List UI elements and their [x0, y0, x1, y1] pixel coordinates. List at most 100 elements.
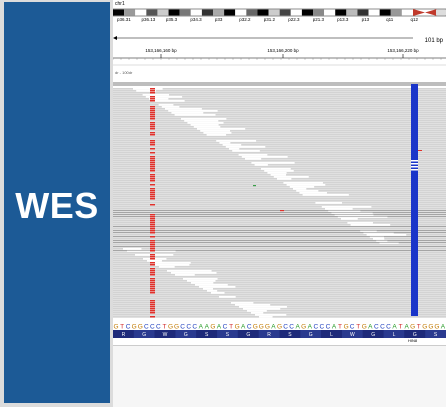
aligned-read: [113, 96, 446, 98]
read-gap: [254, 164, 268, 166]
mismatch-base: [150, 254, 155, 256]
ideogram-band: [157, 9, 169, 16]
reference-base: C: [192, 324, 197, 331]
mismatch-base: [150, 280, 155, 282]
read-gap: [337, 216, 388, 218]
aligned-read: [113, 180, 446, 182]
read-border: [113, 216, 446, 217]
mismatch-base: [150, 236, 155, 238]
reference-base: A: [271, 324, 276, 331]
mismatch-base: [150, 308, 155, 310]
annotation-track-area[interactable]: [113, 345, 446, 407]
mismatch-base: [150, 156, 155, 158]
reference-base: C: [223, 324, 228, 331]
span-arrow: [113, 36, 117, 40]
read-gap: [190, 124, 219, 126]
ideogram-band: [401, 9, 413, 16]
mismatch-base: [150, 184, 155, 186]
variant-gap: [411, 166, 418, 168]
reference-base: A: [241, 324, 246, 331]
reference-base: T: [338, 324, 342, 331]
aligned-read: [113, 106, 446, 108]
amino-acid: G: [371, 332, 375, 338]
read-gap: [123, 248, 142, 250]
reference-base: G: [362, 324, 367, 331]
read-gap: [270, 174, 287, 176]
amino-acid-cell: [425, 330, 446, 338]
read-gap: [184, 120, 219, 122]
amino-acid: G: [142, 332, 146, 338]
mismatch-base: [150, 216, 155, 218]
mismatch-base: [150, 242, 155, 244]
ideogram-band: [290, 9, 302, 16]
read-gap: [243, 308, 281, 310]
aligned-read: [113, 152, 446, 154]
aligned-read: [113, 250, 446, 252]
mismatch-base: [150, 166, 155, 168]
chromosome-label: chr1: [115, 1, 125, 7]
reference-base: T: [399, 324, 403, 331]
read-gap: [286, 184, 326, 186]
amino-acid: G: [184, 332, 188, 338]
ideogram-band: [346, 9, 358, 16]
mismatch-base: [150, 160, 155, 162]
read-gap: [168, 110, 218, 112]
read-gap: [133, 88, 163, 90]
ideogram-band: [168, 9, 180, 16]
aligned-read: [113, 132, 446, 134]
aligned-read: [113, 186, 446, 188]
mismatch-base: [150, 232, 155, 234]
amino-acid: L: [393, 332, 396, 338]
mismatch-base: [150, 114, 155, 116]
mismatch-base: [150, 284, 155, 286]
aligned-read: [113, 122, 446, 124]
read-gap: [360, 230, 377, 232]
amino-acid: G: [413, 332, 417, 338]
aligned-read: [113, 310, 446, 312]
amino-acid: S: [226, 332, 230, 338]
mismatch-base: [150, 226, 155, 228]
read-gap: [174, 114, 216, 116]
amino-acid: S: [288, 332, 292, 338]
read-border: [113, 240, 446, 241]
mismatch-base: [150, 268, 155, 270]
read-gap: [219, 296, 236, 298]
aligned-read: [113, 240, 446, 242]
read-gap: [167, 270, 212, 272]
amino-acid-cell: [321, 330, 342, 338]
read-gap: [158, 104, 174, 106]
amino-acid-cell: [341, 330, 363, 338]
read-gap: [155, 264, 190, 266]
reference-base: G: [253, 324, 258, 331]
reference-base: T: [120, 324, 124, 331]
aligned-read: [113, 102, 446, 104]
aligned-read: [113, 148, 446, 150]
amino-acid-cell: [258, 330, 280, 338]
chromosome-ideogram[interactable]: [113, 8, 446, 17]
alignment-track[interactable]: [113, 80, 446, 320]
read-gap: [206, 134, 227, 136]
mismatch-base: [150, 218, 155, 220]
amino-acid: S: [205, 332, 209, 338]
reference-base: C: [156, 324, 161, 331]
position-ruler[interactable]: 153,166,160 bp 153,166,200 bp 153,166,220 …: [113, 30, 446, 66]
mismatch-base: [150, 306, 155, 308]
reference-base: G: [174, 324, 179, 331]
ideogram-band: [201, 9, 213, 16]
aligned-read: [113, 254, 446, 256]
aligned-read: [113, 252, 446, 254]
read-gap: [321, 206, 372, 208]
variant-gap: [411, 169, 418, 171]
read-gap: [181, 118, 227, 120]
aligned-read: [113, 296, 446, 298]
read-gap: [251, 162, 295, 164]
mismatch-base: [150, 282, 155, 284]
read-gap: [379, 242, 399, 244]
mismatch-base: [418, 150, 422, 151]
reference-base: G: [428, 324, 433, 331]
aligned-read: [113, 94, 446, 96]
mismatch-base: [150, 198, 155, 200]
read-border: [113, 210, 446, 211]
aligned-read: [113, 262, 446, 264]
amino-acid-cell: [362, 330, 384, 338]
